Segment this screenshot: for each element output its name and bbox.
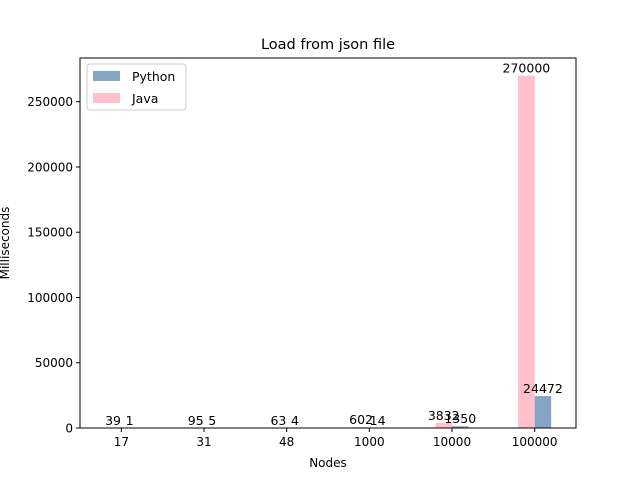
x-tick-label: 100000 [512,435,558,449]
bar-value-label-python-10000: 1350 [444,411,476,426]
legend-label-python: Python [132,69,175,84]
x-tick-label: 10000 [433,435,471,449]
x-tick-label: 17 [114,435,129,449]
bar-java-10000 [435,422,452,428]
bar-value-label-python-100000: 24472 [523,381,563,396]
bar-java-100000 [518,75,535,428]
legend-label-java: Java [131,91,158,106]
bar-value-label-python-31: 5 [208,413,216,428]
y-tick-label: 0 [65,422,73,436]
plot-frame [79,57,577,429]
bar-value-label-java-1000: 602 [349,412,373,427]
bar-value-label-java-17: 39 [105,413,121,428]
legend-swatch-python [93,71,120,81]
y-tick-label: 200000 [27,160,73,174]
bar-value-label-python-1000: 14 [370,413,386,428]
bar-value-label-python-48: 4 [291,413,299,428]
bar-value-label-java-100000: 270000 [503,61,551,76]
y-axis-label: Milliseconds [0,207,12,280]
legend-swatch-java [93,93,120,103]
y-tick-label: 100000 [27,291,73,305]
plot-area [80,58,576,428]
x-axis-ticks: 17 31 48 1000 10000 100000 [114,428,558,449]
y-tick-label: 150000 [27,226,73,240]
chart-title: Load from json file [261,37,395,53]
bar-value-label-java-31: 95 [188,413,204,428]
x-axis-label: Nodes [309,456,347,470]
bar-value-label-java-48: 63 [270,413,286,428]
bar-value-label-python-17: 1 [126,413,134,428]
x-tick-label: 1000 [354,435,385,449]
y-tick-label: 250000 [27,95,73,109]
x-tick-label: 31 [196,435,211,449]
y-axis-ticks: 0 50000 100000 150000 200000 250000 [27,95,80,436]
bar-python-100000 [534,396,552,428]
bar-python-10000 [452,426,469,428]
x-tick-label: 48 [279,435,294,449]
y-tick-label: 50000 [35,356,73,370]
bar-value-label-java-10000: 3832 [428,408,460,423]
legend: Python Java [86,63,187,111]
